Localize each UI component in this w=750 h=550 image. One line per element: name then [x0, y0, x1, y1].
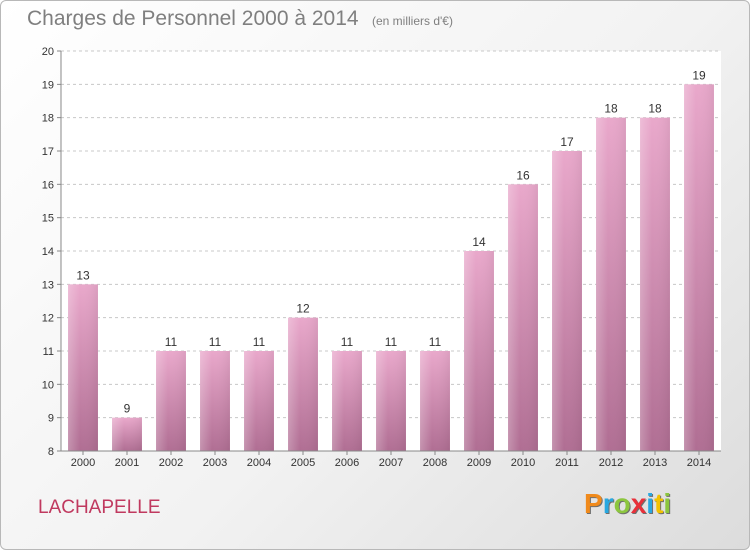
data-label: 17 — [560, 135, 574, 149]
y-tick-label: 9 — [48, 413, 54, 425]
bar-highlight — [376, 351, 406, 451]
data-label: 11 — [209, 335, 222, 349]
data-label: 18 — [604, 102, 618, 116]
bar-highlight — [288, 317, 318, 451]
data-label: 11 — [429, 335, 442, 349]
x-tick-label: 2012 — [599, 457, 623, 469]
logo-letter: i — [646, 488, 655, 519]
y-tick-label: 14 — [42, 246, 54, 258]
data-label: 11 — [385, 335, 398, 349]
data-label: 19 — [692, 68, 706, 82]
x-tick-label: 2010 — [511, 457, 535, 469]
x-tick-label: 2008 — [423, 457, 447, 469]
y-tick-label: 17 — [42, 146, 54, 158]
x-tick-label: 2014 — [687, 457, 711, 469]
bar-highlight — [332, 351, 362, 451]
data-label: 11 — [165, 335, 178, 349]
data-label: 9 — [124, 402, 131, 416]
logo-letter: t — [654, 488, 664, 519]
logo-letter: i — [663, 488, 672, 519]
bar-highlight — [640, 117, 670, 452]
x-tick-label: 2004 — [247, 457, 271, 469]
bar-highlight — [156, 351, 186, 451]
bar-highlight — [596, 117, 626, 452]
y-tick-label: 12 — [42, 313, 54, 325]
y-tick-label: 8 — [48, 446, 54, 458]
bar-highlight — [464, 251, 494, 451]
bar-highlight — [420, 351, 450, 451]
y-tick-label: 11 — [43, 346, 54, 358]
chart-subtitle: (en milliers d'€) — [372, 14, 453, 28]
bar-highlight — [112, 417, 142, 451]
proxiti-logo[interactable]: Proxiti — [584, 488, 671, 520]
y-tick-label: 18 — [42, 113, 54, 125]
y-tick-label: 16 — [42, 179, 54, 191]
data-label: 13 — [76, 268, 90, 282]
bar-highlight — [68, 284, 98, 451]
y-tick-label: 20 — [42, 46, 54, 58]
x-tick-label: 2007 — [379, 457, 403, 469]
x-tick-label: 2001 — [115, 457, 139, 469]
x-tick-label: 2011 — [555, 457, 579, 469]
commune-name: LACHAPELLE — [38, 497, 161, 518]
bar-highlight — [244, 351, 274, 451]
logo-letter: o — [613, 488, 631, 519]
x-tick-label: 2000 — [71, 457, 95, 469]
data-label: 11 — [341, 335, 354, 349]
logo-letter: P — [584, 488, 603, 519]
logo-letter: x — [630, 488, 647, 519]
bar-highlight — [552, 151, 582, 451]
x-tick-label: 2009 — [467, 457, 491, 469]
data-label: 14 — [472, 235, 486, 249]
data-label: 16 — [516, 168, 530, 182]
data-label: 18 — [648, 102, 662, 116]
data-label: 12 — [296, 302, 310, 316]
chart-title: Charges de Personnel 2000 à 2014 — [27, 7, 359, 30]
y-tick-label: 13 — [42, 279, 54, 291]
x-tick-label: 2003 — [203, 457, 227, 469]
x-tick-label: 2005 — [291, 457, 315, 469]
y-tick-label: 19 — [42, 79, 54, 91]
y-tick-label: 10 — [42, 379, 54, 391]
logo-letter: r — [602, 488, 614, 519]
bar-highlight — [508, 184, 538, 452]
x-tick-label: 2013 — [643, 457, 667, 469]
x-tick-label: 2002 — [159, 457, 183, 469]
bar-highlight — [200, 351, 230, 451]
data-label: 11 — [253, 335, 266, 349]
y-tick-label: 15 — [42, 213, 54, 225]
bar-highlight — [684, 84, 714, 451]
x-tick-label: 2006 — [335, 457, 359, 469]
